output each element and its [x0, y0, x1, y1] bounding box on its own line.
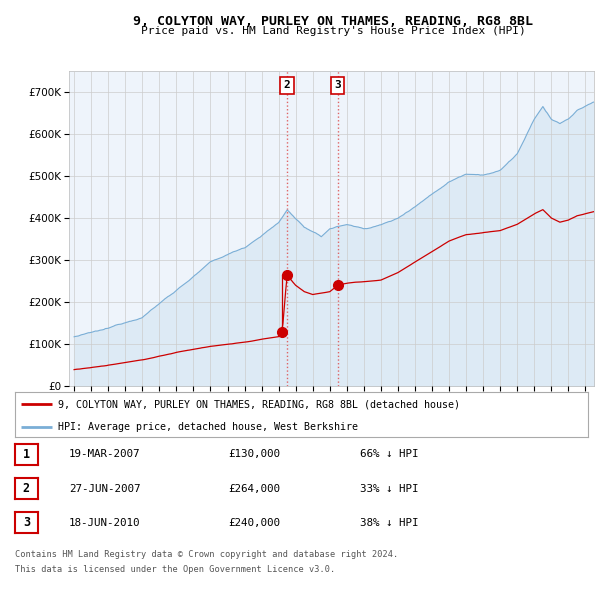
Text: £264,000: £264,000 — [228, 484, 280, 494]
Text: 2: 2 — [23, 482, 30, 495]
Text: £240,000: £240,000 — [228, 518, 280, 528]
Text: 27-JUN-2007: 27-JUN-2007 — [69, 484, 140, 494]
Text: 38% ↓ HPI: 38% ↓ HPI — [360, 518, 419, 528]
Text: 3: 3 — [23, 516, 30, 529]
Text: 1: 1 — [23, 448, 30, 461]
Text: HPI: Average price, detached house, West Berkshire: HPI: Average price, detached house, West… — [58, 422, 358, 432]
Text: 19-MAR-2007: 19-MAR-2007 — [69, 450, 140, 460]
Text: 9, COLYTON WAY, PURLEY ON THAMES, READING, RG8 8BL (detached house): 9, COLYTON WAY, PURLEY ON THAMES, READIN… — [58, 399, 460, 409]
Text: 33% ↓ HPI: 33% ↓ HPI — [360, 484, 419, 494]
Text: 66% ↓ HPI: 66% ↓ HPI — [360, 450, 419, 460]
Text: 9, COLYTON WAY, PURLEY ON THAMES, READING, RG8 8BL: 9, COLYTON WAY, PURLEY ON THAMES, READIN… — [133, 15, 533, 28]
Text: Contains HM Land Registry data © Crown copyright and database right 2024.: Contains HM Land Registry data © Crown c… — [15, 550, 398, 559]
Text: Price paid vs. HM Land Registry's House Price Index (HPI): Price paid vs. HM Land Registry's House … — [140, 26, 526, 36]
Text: This data is licensed under the Open Government Licence v3.0.: This data is licensed under the Open Gov… — [15, 565, 335, 574]
Text: £130,000: £130,000 — [228, 450, 280, 460]
Text: 18-JUN-2010: 18-JUN-2010 — [69, 518, 140, 528]
Text: 3: 3 — [334, 80, 341, 90]
Text: 2: 2 — [284, 80, 290, 90]
